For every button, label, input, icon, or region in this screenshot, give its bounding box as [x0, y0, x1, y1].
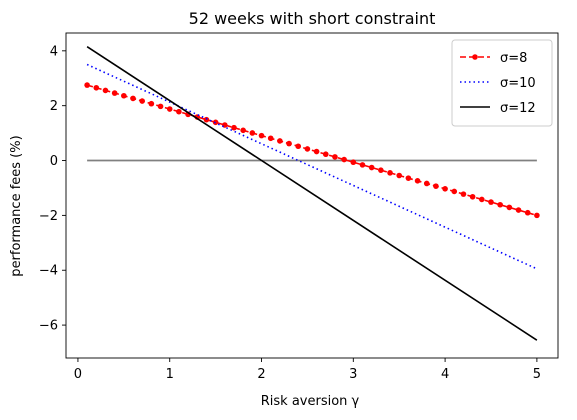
plot-area [65, 32, 559, 359]
series-marker [176, 108, 182, 115]
y-tick-label: −2 [39, 209, 58, 224]
y-tick-label: −6 [39, 319, 58, 334]
series-marker [258, 132, 265, 139]
legend-entry: σ=10 [460, 76, 536, 91]
series-marker [423, 180, 430, 187]
series-marker [121, 92, 127, 99]
series-marker [378, 167, 384, 173]
series-marker [267, 135, 274, 142]
series-2 [86, 63, 538, 270]
series-marker [359, 162, 366, 168]
y-tick-label: 0 [50, 154, 58, 169]
series-marker [460, 191, 467, 197]
series-line [86, 46, 538, 341]
series-marker [524, 209, 531, 216]
series-marker [93, 84, 100, 91]
series-marker [203, 116, 210, 123]
x-tick-label: 3 [349, 367, 357, 382]
series-marker [130, 95, 136, 102]
chart-legend: σ=8 σ=10 σ=12 [451, 39, 553, 127]
y-tick-label: 4 [50, 44, 58, 59]
series-marker [240, 127, 246, 134]
series-marker [442, 185, 448, 192]
series-marker [157, 103, 164, 110]
series-marker [414, 178, 421, 184]
legend-label: σ=10 [500, 76, 536, 91]
series-3 [86, 46, 538, 341]
x-axis-label: Risk aversion γ [261, 394, 360, 409]
axes-frame [65, 32, 559, 359]
series-marker [433, 183, 439, 189]
legend-entry: σ=8 [460, 51, 527, 66]
series-marker [111, 90, 118, 96]
legend-box [451, 39, 553, 127]
chart-title: 52 weeks with short constraint [189, 9, 436, 28]
series-marker [102, 87, 109, 94]
legend-marker [472, 54, 478, 60]
series-marker [341, 156, 347, 163]
x-tick-label: 1 [166, 367, 174, 382]
x-axis-ticks: 0 1 2 3 4 5 [74, 358, 541, 382]
series-marker [387, 170, 393, 176]
series-line [86, 63, 538, 270]
series-marker [304, 146, 311, 152]
series-marker [506, 204, 513, 211]
y-axis-ticks: −6 −4 −2 0 2 4 [39, 44, 66, 334]
series-marker [451, 188, 458, 195]
legend-label: σ=12 [500, 101, 536, 116]
series-marker [396, 172, 403, 179]
x-tick-label: 0 [74, 367, 82, 382]
series-marker [249, 130, 256, 136]
y-tick-label: 2 [50, 99, 58, 114]
legend-label: σ=8 [500, 51, 527, 66]
series-marker [534, 212, 540, 219]
series-marker [277, 138, 283, 144]
series-marker [286, 140, 292, 147]
series-marker [488, 199, 494, 205]
series-marker [148, 100, 155, 107]
series-marker [497, 201, 503, 208]
series-marker [350, 159, 357, 166]
series-marker [515, 207, 522, 213]
series-marker [368, 164, 375, 171]
series-1 [84, 82, 540, 219]
y-axis-label: performance fees (%) [9, 135, 24, 276]
series-marker [139, 98, 145, 104]
legend-entry: σ=12 [460, 101, 536, 116]
series-marker [166, 106, 173, 112]
series-marker [332, 154, 338, 160]
series-marker [295, 143, 302, 150]
series-marker [231, 124, 237, 131]
series-marker [469, 193, 476, 200]
series-marker [322, 151, 329, 158]
series-marker [405, 175, 412, 181]
y-tick-label: −4 [39, 264, 58, 279]
x-tick-label: 4 [441, 367, 449, 382]
x-tick-label: 2 [257, 367, 265, 382]
series-marker [313, 148, 320, 155]
series-marker [479, 196, 485, 203]
series-marker [84, 82, 90, 88]
x-tick-label: 5 [533, 367, 541, 382]
